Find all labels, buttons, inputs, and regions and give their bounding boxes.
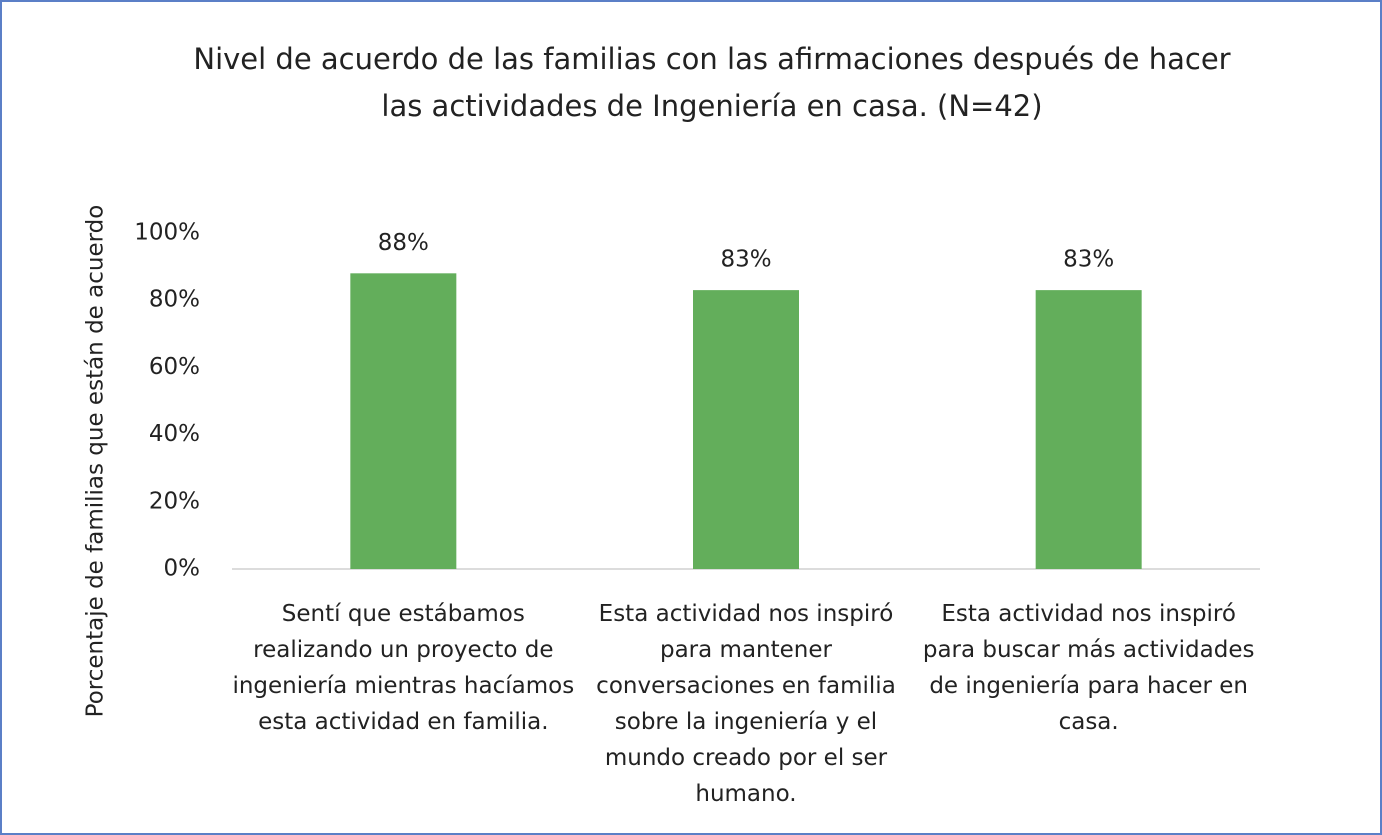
y-tick-label: 100%	[134, 220, 200, 246]
y-tick-label: 40%	[149, 421, 200, 447]
y-tick-label: 0%	[164, 556, 201, 582]
value-label: 83%	[1063, 247, 1114, 273]
y-tick-label: 20%	[149, 488, 200, 514]
value-label: 88%	[378, 230, 429, 256]
bar	[1035, 290, 1142, 569]
y-tick-label: 80%	[149, 287, 200, 313]
bar	[350, 273, 457, 569]
y-axis-label: Porcentaje de familias que están de acue…	[83, 205, 109, 718]
x-tick-label: Esta actividad nos inspiró para mantener…	[596, 601, 896, 807]
x-tick-label: Esta actividad nos inspiró para buscar m…	[922, 601, 1255, 735]
x-tick-label: Sentí que estábamos realizando un proyec…	[232, 601, 575, 735]
value-label: 83%	[720, 247, 771, 273]
y-tick-label: 60%	[149, 354, 200, 380]
chart-title: Nivel de acuerdo de las familias con las…	[193, 42, 1231, 123]
bar	[693, 290, 799, 569]
